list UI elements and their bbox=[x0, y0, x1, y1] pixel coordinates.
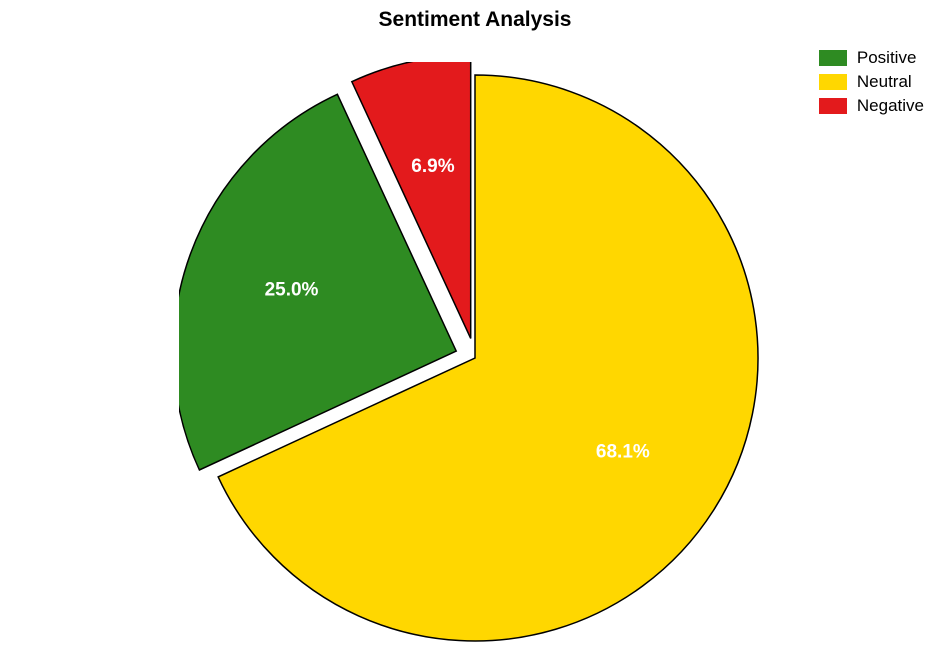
legend-label-negative: Negative bbox=[857, 96, 924, 116]
pie-label-positive: 25.0% bbox=[265, 280, 319, 301]
legend-item-negative: Negative bbox=[819, 96, 924, 116]
pie-chart: 68.1% 25.0% 6.9% bbox=[179, 62, 771, 659]
legend-label-neutral: Neutral bbox=[857, 72, 912, 92]
legend: Positive Neutral Negative bbox=[819, 48, 924, 120]
pie-label-neutral: 68.1% bbox=[596, 441, 650, 462]
legend-swatch-neutral bbox=[819, 74, 847, 90]
legend-label-positive: Positive bbox=[857, 48, 917, 68]
legend-item-neutral: Neutral bbox=[819, 72, 924, 92]
legend-item-positive: Positive bbox=[819, 48, 924, 68]
legend-swatch-negative bbox=[819, 98, 847, 114]
pie-label-negative: 6.9% bbox=[411, 156, 454, 177]
legend-swatch-positive bbox=[819, 50, 847, 66]
chart-title: Sentiment Analysis bbox=[379, 8, 572, 32]
